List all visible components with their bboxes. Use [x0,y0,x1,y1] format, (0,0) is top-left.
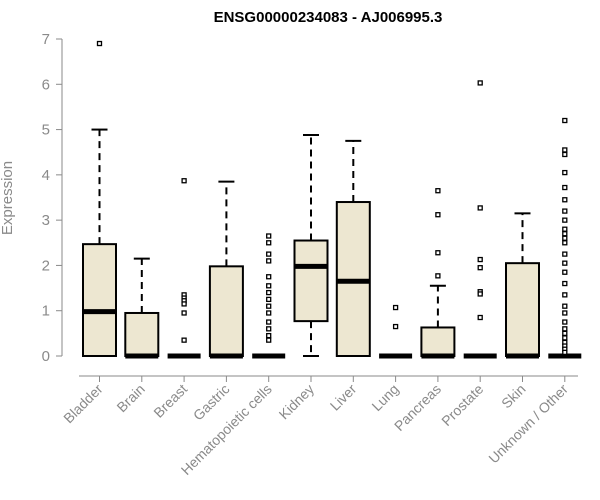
outlier-point [562,208,568,214]
outlier-point [266,233,272,239]
outlier-point [562,269,568,275]
outlier-point [266,319,272,325]
outlier-point [266,258,272,264]
outlier-point [562,151,568,158]
outlier-point [266,303,272,309]
outlier-point [181,337,187,343]
y-tick-label: 4 [42,167,50,184]
box-lung [379,304,413,359]
x-tick-label: Lung [368,381,401,414]
outlier-point [435,188,441,194]
box-iqr [505,262,540,357]
outlier-point [266,337,272,343]
outlier-point [562,240,568,246]
outlier-point [266,326,272,332]
outlier-point [266,283,272,289]
outlier-point [477,291,483,297]
outlier-point [562,117,568,124]
outlier-point [181,301,187,307]
outlier-point [562,197,568,203]
outlier-point [266,289,272,296]
x-tick-label: Brain [113,381,147,415]
outlier-point [562,330,568,337]
y-tick-group: 0 1 2 3 4 5 6 7 [42,31,62,365]
x-tick-label: Bladder [60,381,106,427]
outlier-point [562,184,568,191]
box-unknown-other [548,117,582,359]
x-tick-label: Prostate [438,381,486,429]
x-tick-label: Unknown / Other [485,381,571,467]
y-tick-label: 3 [42,212,50,229]
x-tick-label: Breast [150,381,190,421]
box-liver [335,139,371,357]
outlier-point [266,310,272,316]
outlier-point [266,240,272,246]
outlier-point [181,178,187,184]
chart-title: ENSG00000234083 - AJ006995.3 [214,9,443,26]
outlier-point [477,256,483,263]
outlier-point [477,205,483,211]
outlier-point [266,274,272,280]
box-hematopoietic-cells [252,233,286,359]
outlier-point [435,273,441,279]
outlier-point [562,310,568,316]
outlier-point [477,265,483,271]
outlier-point [392,304,399,311]
outlier-point [435,250,441,256]
box-brain [124,257,160,359]
box-bladder [82,40,117,357]
outlier-point [562,326,568,332]
box-iqr [124,311,160,358]
y-axis-label: Expression [0,161,16,235]
x-tick-label: Skin [498,381,529,412]
x-tick-label: Liver [327,381,360,414]
y-tick-label: 0 [42,348,50,365]
box-skin [505,212,540,359]
y-tick-label: 5 [42,122,50,139]
box-gastric [208,180,244,359]
y-tick-label: 2 [42,257,50,274]
outlier-point [562,226,568,232]
outlier-point [562,319,568,325]
outlier-point [562,147,568,153]
outlier-point [562,217,568,223]
x-tick-label: Pancreas [391,381,444,434]
outlier-point [562,303,568,309]
outlier-point [266,251,272,257]
outlier-point [562,169,568,176]
outlier-point [562,251,568,257]
outlier-point [562,260,568,266]
outlier-point [562,235,568,241]
box-prostate [463,80,497,359]
outlier-point [435,212,441,218]
box-pancreas [420,188,456,359]
box-group [82,40,582,359]
outlier-point [562,280,568,287]
outlier-point [562,292,568,298]
box-iqr [420,326,456,358]
y-tick-label: 1 [42,303,50,320]
box-iqr [293,239,329,323]
y-tick-label: 7 [42,31,50,48]
outlier-point [562,335,568,341]
outlier-point [477,80,483,86]
box-kidney [293,134,329,357]
box-iqr [208,265,244,357]
outlier-point [477,314,483,321]
outlier-point [266,332,272,339]
y-tick-label: 6 [42,76,50,93]
outlier-point [562,349,568,356]
box-breast [167,178,201,359]
outlier-point [181,310,187,316]
outlier-point [96,40,103,47]
outlier-point [392,323,399,330]
box-iqr [82,243,117,357]
outlier-point [266,296,272,303]
outlier-point [562,231,568,237]
x-tick-label: Kidney [276,381,318,423]
